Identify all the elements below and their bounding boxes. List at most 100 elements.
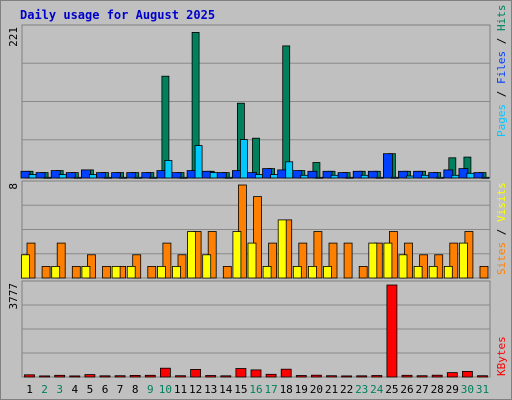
bar-pages-day-17 (270, 174, 279, 179)
bar-kbytes-day-17 (265, 373, 277, 378)
bar-kbytes-day-20 (310, 374, 322, 378)
bar-sites-day-7 (111, 265, 121, 279)
x-tick-label-day-19: 19 (295, 383, 308, 396)
bar-kbytes-day-27 (416, 375, 428, 378)
x-tick-label-day-6: 6 (102, 383, 109, 396)
x-tick-label-day-13: 13 (204, 383, 217, 396)
bar-kbytes-day-30 (461, 370, 473, 378)
bar-visits-day-10 (162, 242, 172, 279)
bar-files-day-24 (367, 170, 378, 179)
bar-sites-day-27 (413, 265, 423, 279)
bar-kbytes-day-9 (144, 374, 156, 378)
bar-pages-day-8 (134, 176, 143, 179)
bar-pages-day-1 (28, 174, 37, 179)
bar-pages-day-6 (104, 176, 112, 179)
bar-pages-day-23 (360, 174, 369, 179)
x-tick-label-day-22: 22 (340, 383, 353, 396)
bar-visits-day-2 (41, 265, 51, 279)
bar-pages-day-25 (390, 176, 399, 179)
bar-files-day-9 (141, 172, 152, 179)
x-tick-label-day-25: 25 (385, 383, 398, 396)
bar-sites-day-25 (383, 242, 393, 279)
bar-files-day-23 (352, 170, 363, 179)
bar-pages-day-20 (315, 176, 324, 179)
bar-pages-day-14 (224, 176, 233, 179)
chart-title: Daily usage for August 2025 (20, 8, 216, 22)
bar-files-day-8 (126, 172, 137, 179)
bar-visits-day-20 (313, 231, 323, 279)
bar-files-day-7 (111, 172, 121, 179)
bar-sites-day-26 (398, 254, 408, 279)
x-tick-label-day-12: 12 (189, 383, 202, 396)
bar-sites-day-20 (307, 265, 317, 279)
bar-visits-day-9 (147, 265, 157, 279)
bar-sites-day-16 (247, 242, 257, 279)
x-tick-label-day-27: 27 (415, 383, 428, 396)
bar-kbytes-day-19 (295, 375, 307, 378)
bar-kbytes-day-29 (446, 372, 458, 378)
x-tick-label-day-30: 30 (461, 383, 474, 396)
bar-pages-day-18 (285, 161, 294, 179)
bar-pages-day-4 (73, 176, 82, 179)
x-tick-label-day-3: 3 (56, 383, 63, 396)
bar-pages-day-19 (300, 174, 309, 179)
x-tick-label-day-2: 2 (41, 383, 48, 396)
bar-files-day-25 (382, 153, 393, 179)
bar-pages-day-21 (330, 174, 339, 179)
bar-kbytes-day-26 (401, 374, 413, 378)
legend-pages: Pages (495, 104, 508, 137)
legend-bottom: KBytes (495, 336, 508, 376)
x-tick-label-day-29: 29 (446, 383, 459, 396)
bar-hits-day-18 (282, 45, 291, 179)
bar-pages-day-30 (466, 172, 475, 179)
x-tick-label-day-26: 26 (400, 383, 413, 396)
bar-pages-day-2 (43, 176, 52, 179)
bar-visits-day-29 (449, 242, 459, 279)
legend-sites: Sites (495, 242, 508, 275)
bar-pages-day-10 (164, 160, 173, 179)
bar-hits-day-16 (252, 137, 260, 179)
bar-visits-day-23 (358, 265, 368, 279)
bar-kbytes-day-31 (477, 375, 488, 378)
bar-pages-day-28 (436, 176, 445, 179)
legend-files: Files (495, 51, 508, 84)
bar-pages-day-9 (149, 176, 158, 179)
bar-files-day-26 (398, 170, 408, 179)
bar-kbytes-day-8 (129, 374, 141, 378)
bar-pages-day-3 (58, 174, 67, 179)
legend-visits: Visits (495, 182, 508, 222)
bar-sites-day-15 (232, 231, 242, 279)
bar-visits-day-6 (102, 265, 111, 279)
bar-kbytes-day-15 (235, 368, 247, 378)
bar-kbytes-day-25 (386, 284, 398, 378)
bar-kbytes-day-22 (341, 375, 353, 378)
bar-sites-day-19 (292, 265, 302, 279)
legend-middle: Sites / Visits (495, 182, 508, 275)
bar-pages-day-13 (209, 172, 218, 179)
bar-sites-day-30 (458, 242, 468, 279)
bar-pages-day-12 (194, 145, 203, 179)
bar-visits-day-31 (479, 265, 489, 279)
bar-pages-day-26 (406, 175, 414, 179)
bar-kbytes-day-4 (69, 375, 81, 378)
x-tick-label-day-31: 31 (476, 383, 489, 396)
bar-pages-day-24 (375, 176, 384, 179)
legend-separator: / (495, 222, 508, 242)
bar-kbytes-day-16 (250, 369, 262, 378)
bar-sites-day-18 (277, 219, 287, 279)
x-tick-label-day-9: 9 (147, 383, 154, 396)
legend-hits: Hits (495, 5, 508, 32)
bar-files-day-17 (262, 168, 273, 179)
bar-kbytes-day-23 (356, 375, 368, 378)
bar-files-day-27 (413, 170, 424, 179)
bar-sites-day-13 (202, 254, 212, 279)
bar-kbytes-day-2 (39, 375, 50, 378)
legend-kbytes: KBytes (495, 336, 508, 376)
legend-separator: / (495, 31, 508, 51)
bar-sites-day-1 (21, 254, 30, 279)
bar-kbytes-day-11 (175, 375, 186, 378)
x-tick-label-day-8: 8 (132, 383, 139, 396)
bar-kbytes-day-13 (205, 375, 217, 378)
bar-kbytes-day-14 (220, 375, 232, 378)
